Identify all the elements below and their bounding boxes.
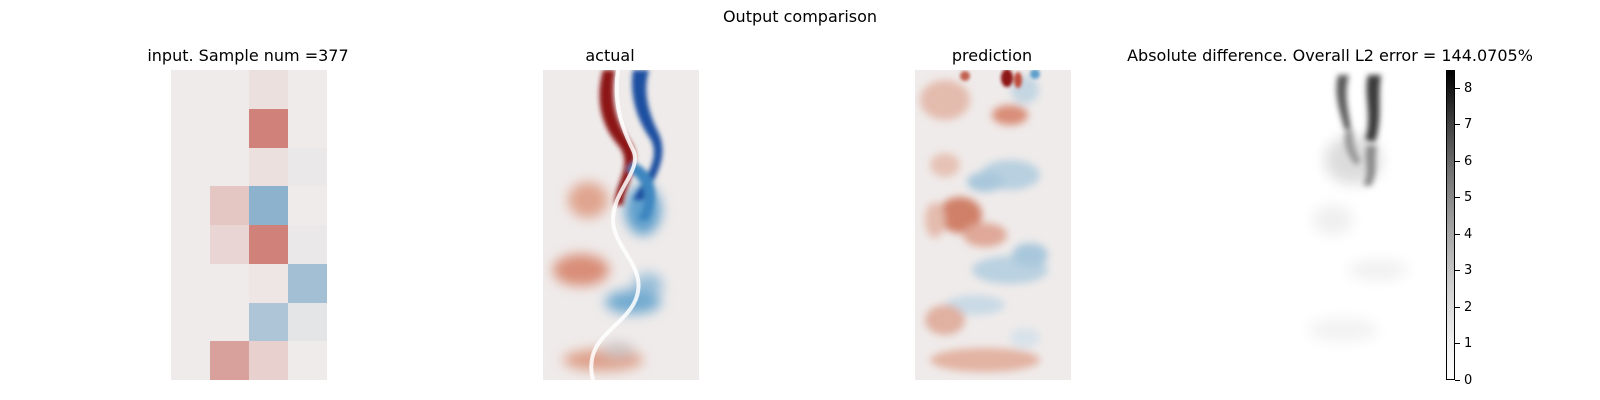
- colorbar-tick: [1455, 160, 1460, 162]
- input-cell: [171, 108, 210, 148]
- input-cell: [171, 263, 210, 303]
- input-cell: [171, 302, 210, 342]
- input-cell: [210, 147, 249, 187]
- prediction-panel-title: prediction: [951, 46, 1033, 65]
- colorbar-tick-label: 2: [1464, 299, 1473, 315]
- input-cell: [210, 108, 249, 148]
- input-cell: [249, 186, 288, 226]
- input-cell: [171, 147, 210, 187]
- input-cell: [288, 263, 327, 303]
- input-cell: [210, 341, 249, 380]
- colorbar-tick-label: 8: [1464, 80, 1473, 96]
- input-panel-title: input. Sample num =377: [147, 46, 349, 65]
- input-cell: [210, 70, 249, 109]
- input-cell: [288, 70, 327, 109]
- input-cell: [288, 225, 327, 264]
- colorbar-tick-label: 0: [1464, 372, 1473, 388]
- difference-colorbar: [1446, 70, 1455, 380]
- input-cell: [288, 341, 327, 380]
- colorbar-tick-label: 3: [1464, 263, 1473, 279]
- difference-panel-title: Absolute difference. Overall L2 error = …: [1127, 46, 1533, 65]
- input-cell: [249, 341, 288, 380]
- colorbar-tick: [1455, 233, 1460, 235]
- colorbar-tick-label: 4: [1464, 226, 1473, 242]
- colorbar-tick: [1455, 270, 1460, 272]
- colorbar-tick-label: 1: [1464, 336, 1473, 352]
- input-cell: [249, 225, 288, 264]
- colorbar-tick-label: 5: [1464, 190, 1473, 206]
- colorbar-tick: [1455, 124, 1460, 126]
- colorbar-tick: [1455, 306, 1460, 308]
- input-heatmap: [171, 70, 327, 380]
- difference-heatmap: [1283, 70, 1439, 380]
- input-cell: [249, 108, 288, 148]
- colorbar-tick: [1455, 197, 1460, 199]
- prediction-heatmap: [915, 70, 1071, 380]
- input-cell: [171, 186, 210, 226]
- input-cell: [288, 147, 327, 187]
- actual-panel-title: actual: [585, 46, 635, 65]
- colorbar-tick: [1455, 87, 1460, 89]
- colorbar-tick-label: 7: [1464, 117, 1473, 133]
- input-cell: [171, 70, 210, 109]
- input-cell: [171, 341, 210, 380]
- input-cell: [288, 302, 327, 342]
- actual-heatmap: [543, 70, 699, 380]
- colorbar-tick: [1455, 343, 1460, 345]
- input-cell: [288, 186, 327, 226]
- colorbar-tick-label: 6: [1464, 153, 1473, 169]
- input-cell: [210, 302, 249, 342]
- input-cell: [249, 263, 288, 303]
- input-cell: [288, 108, 327, 148]
- input-cell: [210, 263, 249, 303]
- input-cell: [249, 70, 288, 109]
- figure-title: Output comparison: [722, 7, 878, 26]
- colorbar-tick: [1455, 379, 1460, 381]
- input-cell: [249, 147, 288, 187]
- input-cell: [210, 225, 249, 264]
- input-cell: [210, 186, 249, 226]
- input-cell: [171, 225, 210, 264]
- input-cell: [249, 302, 288, 342]
